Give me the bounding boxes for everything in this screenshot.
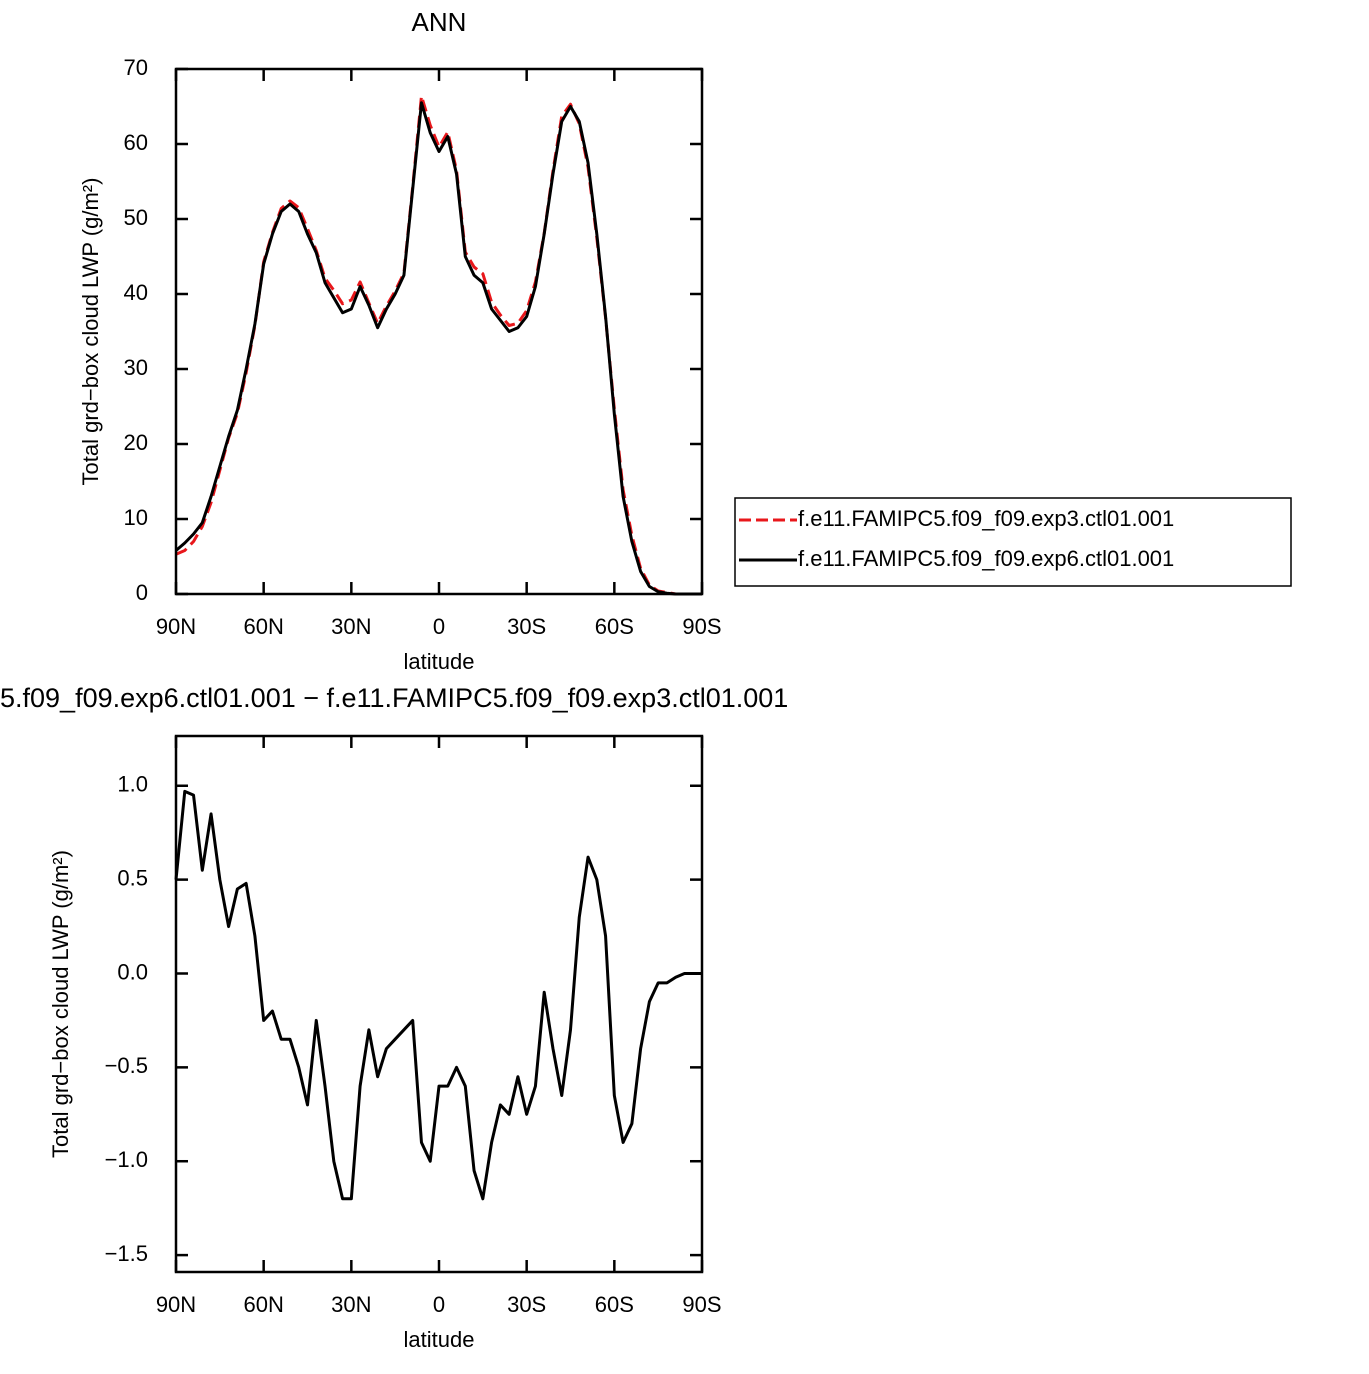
x-tick-label: 60S xyxy=(595,1292,634,1317)
x-tick-label: 60N xyxy=(243,614,283,639)
x-tick-label: 30N xyxy=(331,614,371,639)
y-tick-label: 30 xyxy=(124,355,148,380)
legend-box xyxy=(734,497,1292,587)
x-tick-label: 90N xyxy=(156,1292,196,1317)
y-tick-label: −1.5 xyxy=(105,1241,148,1266)
legend-label: f.e11.FAMIPC5.f09_f09.exp3.ctl01.001 xyxy=(798,506,1174,531)
chart-title: ANN xyxy=(412,7,467,37)
y-tick-label: 1.0 xyxy=(117,772,148,797)
legend-label: f.e11.FAMIPC5.f09_f09.exp6.ctl01.001 xyxy=(798,546,1174,571)
y-tick-label: 0.0 xyxy=(117,959,148,984)
y-tick-label: 20 xyxy=(124,430,148,455)
data-line xyxy=(175,101,702,596)
x-tick-label: 90N xyxy=(156,614,196,639)
x-tick-label: 0 xyxy=(433,1292,445,1317)
y-tick-label: 0.5 xyxy=(117,865,148,890)
x-tick-label: 90S xyxy=(682,1292,721,1317)
y-tick-label: −0.5 xyxy=(105,1053,148,1078)
y-tick-label: −1.0 xyxy=(105,1147,148,1172)
y-tick-label: 50 xyxy=(124,205,148,230)
x-tick-label: 60N xyxy=(243,1292,283,1317)
y-tick-label: 0 xyxy=(136,580,148,605)
y-tick-label: 60 xyxy=(124,130,148,155)
data-line xyxy=(175,94,702,596)
x-tick-label: 30S xyxy=(507,1292,546,1317)
plot-frame xyxy=(174,734,704,1274)
x-axis-label: latitude xyxy=(404,649,475,674)
y-tick-label: 70 xyxy=(124,55,148,80)
x-tick-label: 30N xyxy=(331,1292,371,1317)
x-tick-label: 60S xyxy=(595,614,634,639)
chart-title: 5.f09_f09.exp6.ctl01.001 − f.e11.FAMIPC5… xyxy=(0,683,788,713)
y-tick-label: 40 xyxy=(124,280,148,305)
x-tick-label: 30S xyxy=(507,614,546,639)
x-axis-label: latitude xyxy=(404,1327,475,1352)
data-line xyxy=(174,789,702,1201)
y-tick-label: 10 xyxy=(124,505,148,530)
x-tick-label: 0 xyxy=(433,614,445,639)
x-tick-label: 90S xyxy=(682,614,721,639)
y-axis-label: Total grd−box cloud LWP (g/m²) xyxy=(78,178,103,486)
y-axis-label: Total grd−box cloud LWP (g/m²) xyxy=(48,850,73,1158)
